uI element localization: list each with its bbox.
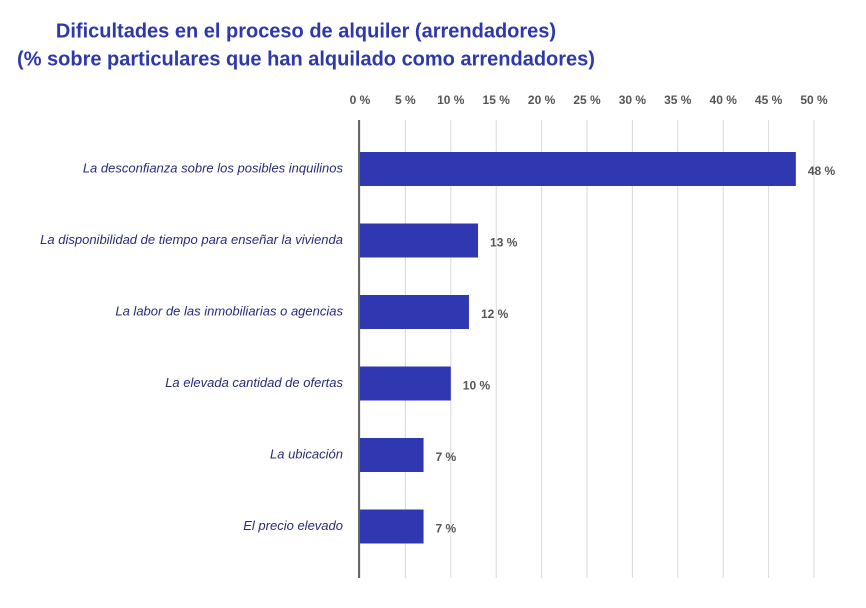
chart-subtitle: (% sobre particulares que han alquilado … xyxy=(17,48,595,70)
bar xyxy=(360,438,424,472)
value-label: 10 % xyxy=(463,379,491,393)
x-tick-label: 25 % xyxy=(573,93,601,107)
category-label: El precio elevado xyxy=(243,518,343,533)
value-label: 48 % xyxy=(808,164,836,178)
bar xyxy=(360,152,796,186)
bar xyxy=(360,223,479,258)
x-tick-label: 15 % xyxy=(483,93,511,107)
x-tick-label: 40 % xyxy=(710,93,738,107)
x-tick-label: 20 % xyxy=(528,93,556,107)
category-label: La desconfianza sobre los posibles inqui… xyxy=(83,160,344,175)
x-tick-label: 50 % xyxy=(800,93,828,107)
category-label: La labor de las inmobiliarias o agencias xyxy=(115,303,343,318)
value-label: 13 % xyxy=(490,236,518,250)
value-label: 12 % xyxy=(481,307,509,321)
chart-title: Dificultades en el proceso de alquiler (… xyxy=(56,20,556,42)
x-tick-label: 5 % xyxy=(395,93,416,107)
bar xyxy=(360,366,451,401)
x-tick-label: 45 % xyxy=(755,93,783,107)
x-tick-label: 0 % xyxy=(350,93,371,107)
value-label: 7 % xyxy=(436,522,457,536)
category-label: La disponibilidad de tiempo para enseñar… xyxy=(40,232,343,247)
bar xyxy=(360,295,469,329)
category-label: La ubicación xyxy=(270,446,343,461)
x-tick-label: 30 % xyxy=(619,93,647,107)
x-tick-label: 10 % xyxy=(437,93,465,107)
x-tick-label: 35 % xyxy=(664,93,692,107)
category-label: La elevada cantidad de ofertas xyxy=(165,375,343,390)
value-label: 7 % xyxy=(436,450,457,464)
bar xyxy=(360,509,424,544)
